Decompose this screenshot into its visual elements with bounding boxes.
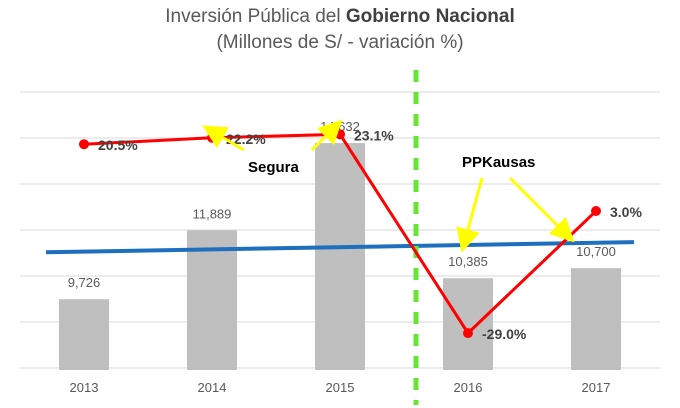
- bar-2016: [443, 278, 493, 370]
- x-tick-2013: 2013: [70, 380, 99, 395]
- ppkausas-label: PPKausas: [462, 154, 535, 171]
- bar-2013: [59, 299, 109, 370]
- pct-label-2014: 22.2%: [226, 131, 266, 147]
- bar-2015: [315, 143, 365, 370]
- chart-title: Inversión Pública del Gobierno Nacional: [0, 4, 680, 30]
- pct-labels: 20.5% 22.2% 23.1% -29.0% 3.0%: [98, 127, 642, 342]
- bar-2014: [187, 230, 237, 370]
- chart-title-block: Inversión Pública del Gobierno Nacional …: [0, 4, 680, 56]
- ppkausas-arrow-right: [508, 176, 575, 243]
- annotations: Segura PPKausas: [202, 119, 575, 253]
- chart-subtitle: (Millones de S/ - variación %): [216, 32, 464, 53]
- bars: [59, 143, 621, 370]
- x-tick-2016: 2016: [454, 380, 483, 395]
- bar-label-2016: 10,385: [448, 254, 488, 269]
- pct-label-2017: 3.0%: [610, 204, 642, 220]
- trendline: [45, 240, 635, 255]
- x-tick-2015: 2015: [326, 380, 355, 395]
- pct-point-2017: [591, 206, 601, 217]
- x-tick-2014: 2014: [198, 380, 227, 395]
- pct-point-2015: [335, 129, 345, 140]
- segura-arrow-right: [310, 119, 343, 152]
- bar-label-2014: 11,889: [193, 206, 232, 221]
- pct-point-2013: [79, 139, 89, 150]
- bar-2017: [571, 268, 621, 370]
- trendline-line: [45, 240, 635, 255]
- segura-arrow-left: [202, 125, 245, 152]
- chart-title-bold: Gobierno Nacional: [345, 6, 515, 27]
- segura-label: Segura: [248, 159, 300, 176]
- x-axis-ticks: 2013 2014 2015 2016 2017: [70, 380, 611, 395]
- chart-title-prefix: Inversión Pública del: [165, 6, 346, 27]
- ppkausas-arrow-left: [456, 177, 484, 253]
- pct-point-2016: [463, 328, 473, 339]
- pct-label-2015: 23.1%: [354, 127, 394, 143]
- x-tick-2017: 2017: [582, 380, 611, 395]
- bar-label-2017: 10,700: [576, 244, 616, 259]
- bar-label-2013: 9,726: [68, 275, 101, 290]
- pct-label-2016: -29.0%: [482, 326, 527, 342]
- pct-label-2013: 20.5%: [98, 137, 138, 153]
